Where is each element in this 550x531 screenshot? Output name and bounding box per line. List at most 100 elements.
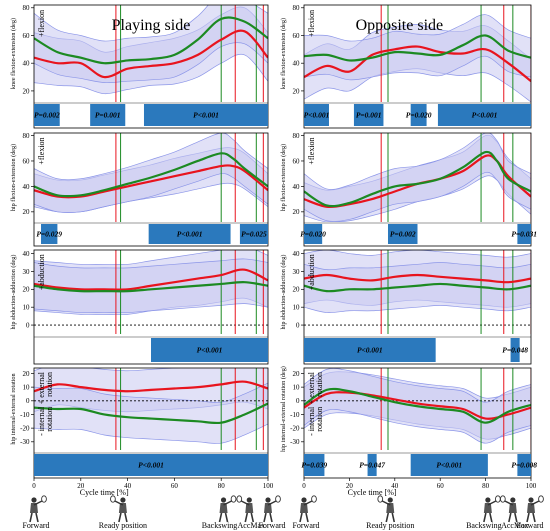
player-body-icon (264, 503, 272, 513)
significance-bar (367, 454, 377, 476)
racket-icon (110, 495, 116, 503)
significance-bar (437, 104, 531, 126)
player-leg-icon (263, 512, 267, 523)
y-tick-label: -30 (20, 438, 30, 446)
player-leg-icon (489, 512, 493, 523)
direction-annotation-top: + external (37, 371, 46, 404)
player-arm-icon (381, 500, 391, 506)
direction-annotation: +flexion (307, 137, 316, 164)
player-arm-icon (240, 500, 250, 506)
p-value-label: P<0.001 (138, 461, 164, 470)
mean-line-red (34, 380, 268, 393)
player-leg-icon (250, 512, 255, 523)
y-axis-label: hip abduction-adduction (deg) (10, 255, 17, 330)
y-tick-label: 20 (293, 87, 301, 95)
player-pose-icon (236, 495, 255, 523)
sd-band-upper-green (304, 14, 531, 42)
player-pose-icon (299, 495, 317, 523)
y-tick-label: 10 (23, 384, 31, 392)
chart-panel: 20 40 60 80 hip flexion-extension (deg) +flex… (10, 132, 269, 247)
phase-label: Forward (292, 521, 319, 530)
chart-panel: -30 -20 -10 0 10 20 hip internal-external rota… (280, 366, 537, 479)
racket-icon (275, 495, 281, 503)
player-pose-icon (263, 495, 281, 523)
significance-bar (510, 338, 520, 362)
player-leg-icon (269, 512, 273, 523)
p-value-label: P=0.008 (511, 461, 537, 470)
player-head-icon (120, 497, 126, 503)
plot-area (34, 250, 268, 334)
y-tick-label: 40 (293, 250, 301, 258)
significance-bar (239, 224, 268, 244)
p-value-label: P<0.001 (472, 111, 498, 120)
player-head-icon (31, 497, 37, 503)
y-axis-label: hip internal-external rotation (deg) (280, 366, 287, 452)
player-head-icon (485, 497, 491, 503)
player-body-icon (508, 503, 517, 513)
y-tick-label: 0 (296, 321, 300, 329)
significance-bar (410, 104, 427, 126)
panel-frame (303, 4, 532, 129)
chart-panel: 0 10 20 30 40 hip abduction-adduction (deg) +a… (10, 249, 269, 365)
y-tick-label: 0 (26, 397, 30, 405)
y-tick-label: 30 (293, 268, 301, 276)
player-pose-icon (377, 495, 396, 523)
y-tick-label: 40 (293, 60, 301, 68)
y-tick-label: 40 (23, 183, 31, 191)
player-head-icon (510, 497, 516, 503)
significance-bar (353, 104, 384, 126)
player-body-icon (219, 503, 228, 513)
x-tick-label: 80 (218, 482, 226, 490)
significance-bar (304, 104, 329, 126)
player-leg-icon (218, 512, 223, 523)
chart-panel: 20 40 60 80 hip flexion-extension (deg) +flex… (280, 132, 537, 247)
y-tick-label: -20 (290, 425, 300, 433)
player-pose-icon (110, 495, 128, 523)
player-arm-icon (530, 500, 540, 506)
y-tick-label: -20 (20, 425, 30, 433)
significance-bar (90, 104, 126, 126)
panel-frame (33, 4, 269, 129)
mean-line-red (304, 391, 531, 420)
x-tick-label: 0 (302, 482, 306, 490)
player-body-icon (386, 503, 395, 513)
player-body-icon (483, 503, 492, 513)
sd-band-lower-green (304, 171, 531, 222)
y-axis-label: knee flexion-extension (deg) (280, 18, 287, 89)
y-tick-label: 20 (23, 208, 31, 216)
mean-line-green (34, 152, 268, 198)
y-tick-label: 0 (296, 397, 300, 405)
racket-icon (499, 495, 506, 503)
sd-band-green (34, 5, 268, 83)
player-head-icon (387, 497, 393, 503)
plot-area (304, 5, 531, 102)
p-value-label: P=0.020 (300, 230, 326, 239)
sd-band-upper-red (304, 250, 531, 258)
x-tick-label: 40 (391, 482, 399, 490)
y-tick-label: 0 (26, 321, 30, 329)
plot-area (34, 133, 268, 222)
p-value-label: P<0.001 (177, 230, 203, 239)
player-leg-icon (305, 512, 309, 523)
racket-icon (311, 495, 317, 503)
direction-annotation-bottom: - internal (37, 406, 46, 436)
y-tick-label: 20 (293, 370, 301, 378)
direction-annotation: +flexion (307, 10, 316, 37)
direction-annotation-bottom-2: rotation (45, 407, 54, 432)
mean-line-red (304, 45, 531, 83)
player-leg-icon (224, 512, 229, 523)
y-tick-label: 30 (23, 268, 31, 276)
panel-frame (303, 367, 532, 479)
player-head-icon (301, 497, 307, 503)
y-tick-label: 80 (23, 132, 31, 140)
player-leg-icon (532, 512, 536, 523)
sd-band-lower-green (304, 55, 531, 81)
sd-band-upper-red (34, 368, 268, 372)
mean-line-red (34, 29, 268, 79)
phase-label: AccMax (238, 521, 266, 530)
player-body-icon (300, 503, 308, 513)
x-tick-label: 20 (346, 482, 354, 490)
player-leg-icon (391, 512, 396, 523)
player-body-icon (30, 503, 38, 513)
chart-panel: -30 -20 -10 0 10 20 hip internal-external rota… (10, 367, 269, 479)
